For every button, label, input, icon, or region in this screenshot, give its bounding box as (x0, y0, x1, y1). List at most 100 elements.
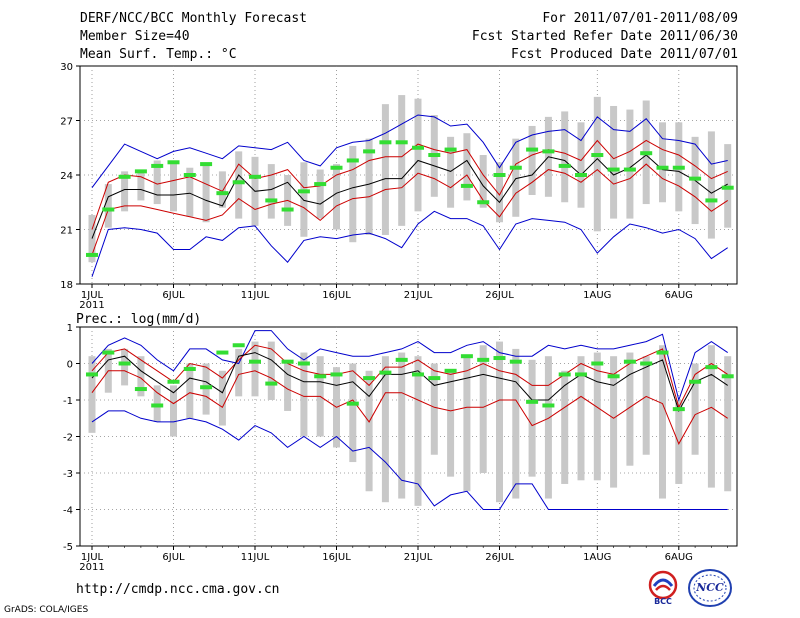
temperature-ytick-label: 30 (60, 62, 73, 73)
temperature-observed-marker (509, 165, 522, 170)
precipitation-observed-marker (265, 381, 278, 386)
temperature-ensemble-box (610, 105, 618, 219)
temperature-observed-marker (721, 185, 734, 190)
temperature-lower-line (91, 163, 728, 256)
precipitation-observed-marker (167, 379, 180, 384)
precipitation-ensemble-box (381, 356, 389, 503)
precipitation-ytick-label: -5 (63, 542, 73, 553)
precipitation-observed-marker (591, 361, 604, 366)
temperature-ensemble-box (267, 164, 275, 219)
temperature-observed-marker (477, 200, 490, 205)
precipitation-ensemble-box (528, 359, 536, 477)
precipitation-observed-marker (444, 368, 457, 373)
precipitation-ensemble-box (496, 341, 503, 503)
temperature-observed-marker (493, 173, 506, 177)
precipitation-observed-marker (363, 376, 376, 381)
temperature-ensemble-box (707, 131, 715, 239)
temperature-observed-marker (363, 149, 376, 154)
precipitation-observed-marker (460, 354, 473, 359)
precipitation-ensemble-box (414, 356, 422, 506)
temperature-observed-marker (444, 147, 457, 152)
precipitation-observed-marker (232, 343, 245, 348)
temperature-observed-marker (249, 174, 261, 179)
temperature-ensemble-box (463, 133, 471, 201)
temperature-ensemble-box (447, 136, 455, 208)
precipitation-ensemble-box (300, 352, 308, 437)
member-size-label: Member Size=40 (80, 29, 190, 44)
temperature-ensemble-box (512, 138, 520, 217)
precipitation-ytick-label: 0 (67, 360, 73, 371)
precipitation-ensemble-box (593, 352, 601, 481)
precipitation-xtick-label: 6JUL (162, 552, 185, 563)
ncc-logo: NCC (686, 568, 734, 608)
temperature-ensemble-box (202, 164, 210, 223)
temperature-ensemble-box (381, 104, 389, 235)
precipitation-min-line (91, 410, 728, 510)
temperature-ensemble-box (496, 162, 503, 223)
temperature-xtick-label: 6AUG (665, 290, 693, 301)
temperature-ensemble-box (414, 98, 422, 212)
precipitation-xtick-label: 21JUL (404, 552, 433, 563)
temperature-ensemble-box (349, 145, 357, 243)
precipitation-observed-marker (607, 374, 620, 379)
precipitation-ensemble-box (447, 370, 455, 477)
forecast-produced-date: Fcst Produced Date 2011/07/01 (511, 47, 738, 62)
bcc-logo-icon (648, 570, 678, 600)
precipitation-observed-marker (721, 374, 734, 379)
precipitation-ensemble-box (284, 359, 292, 411)
precipitation-max-line (91, 330, 728, 402)
temperature-ytick-label: 18 (60, 280, 73, 291)
variable-label: Mean Surf. Temp.: °C (80, 47, 237, 62)
precipitation-ensemble-box (186, 363, 194, 419)
temperature-ensemble-box (626, 109, 634, 219)
precipitation-observed-marker (183, 366, 196, 371)
precipitation-observed-marker (151, 403, 164, 408)
precipitation-observed-marker (216, 350, 229, 355)
precipitation-ensemble-box (724, 356, 732, 492)
temperature-observed-marker (623, 167, 636, 172)
precipitation-observed-marker (249, 359, 261, 364)
temperature-ensemble-box (479, 155, 487, 208)
precipitation-ensemble-box (659, 345, 666, 499)
temperature-observed-marker (705, 198, 718, 203)
precipitation-observed-marker (134, 387, 147, 392)
precipitation-ensemble-box (544, 356, 552, 499)
precipitation-observed-marker (395, 357, 408, 362)
precipitation-ensemble-box (561, 370, 569, 484)
temperature-observed-marker (526, 147, 539, 152)
bcc-logo: BCC (642, 568, 684, 608)
precipitation-ensemble-box (675, 400, 683, 484)
precipitation-ensemble-box (251, 341, 259, 397)
temperature-observed-marker (346, 158, 359, 163)
precipitation-ensemble-box (707, 345, 715, 488)
precipitation-xtick-label: 1AUG (583, 552, 611, 563)
precipitation-xtick-label: 6AUG (665, 552, 693, 563)
precipitation-ensemble-box (365, 370, 373, 492)
temperature-observed-marker (607, 167, 620, 172)
precipitation-observed-marker (314, 374, 327, 379)
temperature-observed-marker (167, 160, 180, 165)
temperature-min-line (91, 210, 728, 277)
precipitation-ensemble-box (267, 341, 275, 400)
temperature-xtick-label: 1AUG (583, 290, 611, 301)
temperature-observed-marker (460, 183, 473, 188)
precipitation-ensemble-box (463, 356, 471, 492)
precipitation-ensemble-box (218, 370, 226, 426)
precipitation-ensemble-box (430, 363, 438, 455)
forecast-start-date: Fcst Started Refer Date 2011/06/30 (471, 29, 738, 44)
source-url[interactable]: http://cmdp.ncc.cma.gov.cn (76, 582, 280, 597)
temperature-xtick-label: 11JUL (241, 290, 270, 301)
precipitation-lower-line (91, 370, 728, 445)
temperature-observed-marker (640, 151, 653, 156)
precipitation-mean-line (91, 352, 728, 413)
precipitation-observed-marker (623, 359, 636, 364)
temperature-xtick-label: 6JUL (162, 290, 185, 301)
precipitation-ensemble-box (479, 345, 487, 473)
precipitation-ytick-label: -1 (63, 396, 73, 407)
precipitation-observed-marker (428, 376, 441, 381)
temperature-ensemble-box (153, 160, 161, 205)
precipitation-ytick-label: 1 (67, 323, 73, 334)
temperature-year-label: 2011 (79, 300, 104, 311)
temperature-ytick-label: 24 (60, 171, 73, 182)
